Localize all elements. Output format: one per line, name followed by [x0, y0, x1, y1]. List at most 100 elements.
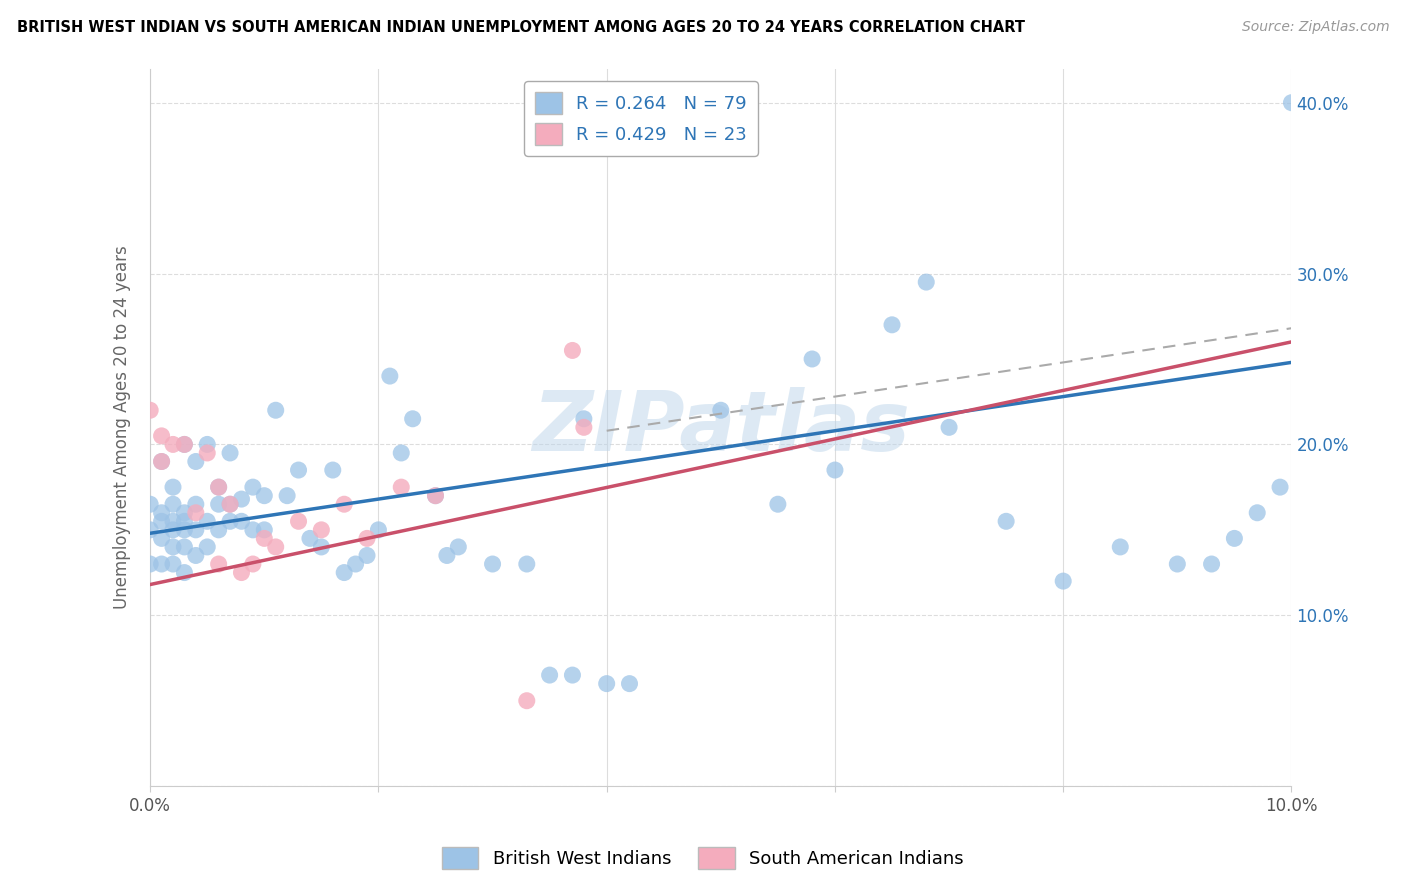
Point [162, 437, 184, 451]
Point [389, 480, 412, 494]
Point [208, 557, 231, 571]
Point [1052, 574, 1074, 588]
Point [219, 446, 242, 460]
Point [287, 514, 309, 528]
Legend: British West Indians, South American Indians: British West Indians, South American Ind… [434, 839, 972, 876]
Point [231, 566, 253, 580]
Point [378, 369, 401, 384]
Point [425, 489, 447, 503]
Text: ZIPatlas: ZIPatlas [531, 387, 910, 467]
Point [253, 489, 276, 503]
Point [264, 540, 287, 554]
Point [195, 540, 218, 554]
Point [242, 480, 264, 494]
Point [173, 506, 195, 520]
Point [356, 532, 378, 546]
Point [915, 275, 938, 289]
Point [162, 480, 184, 494]
Point [195, 437, 218, 451]
Point [1246, 506, 1268, 520]
Point [150, 514, 173, 528]
Point [242, 557, 264, 571]
Point [710, 403, 733, 417]
Point [139, 557, 162, 571]
Point [150, 506, 173, 520]
Point [150, 454, 173, 468]
Point [162, 497, 184, 511]
Point [766, 497, 789, 511]
Point [184, 506, 207, 520]
Point [630, 129, 652, 144]
Point [801, 351, 824, 366]
Point [572, 411, 595, 425]
Point [184, 497, 207, 511]
Point [173, 540, 195, 554]
Point [1268, 480, 1291, 494]
Point [1223, 532, 1246, 546]
Point [184, 523, 207, 537]
Point [253, 523, 276, 537]
Point [139, 497, 162, 511]
Point [276, 489, 298, 503]
Point [389, 446, 412, 460]
Point [1166, 557, 1188, 571]
Point [242, 523, 264, 537]
Point [162, 523, 184, 537]
Point [208, 480, 231, 494]
Point [219, 497, 242, 511]
Text: Source: ZipAtlas.com: Source: ZipAtlas.com [1241, 20, 1389, 34]
Point [139, 403, 162, 417]
Point [322, 463, 344, 477]
Point [538, 668, 561, 682]
Legend: R = 0.264   N = 79, R = 0.429   N = 23: R = 0.264 N = 79, R = 0.429 N = 23 [524, 81, 758, 156]
Point [231, 514, 253, 528]
Point [595, 676, 617, 690]
Point [162, 557, 184, 571]
Point [447, 540, 470, 554]
Point [1201, 557, 1223, 571]
Point [173, 523, 195, 537]
Point [561, 343, 583, 358]
Point [150, 454, 173, 468]
Point [184, 454, 207, 468]
Point [311, 523, 333, 537]
Point [173, 514, 195, 528]
Point [150, 429, 173, 443]
Point [481, 557, 503, 571]
Point [162, 514, 184, 528]
Point [880, 318, 903, 332]
Point [402, 411, 425, 425]
Point [173, 566, 195, 580]
Point [333, 566, 356, 580]
Point [150, 532, 173, 546]
Point [516, 694, 538, 708]
Point [219, 514, 242, 528]
Point [150, 557, 173, 571]
Point [264, 403, 287, 417]
Point [231, 492, 253, 507]
Point [425, 489, 447, 503]
Point [208, 480, 231, 494]
Point [1281, 95, 1303, 110]
Text: BRITISH WEST INDIAN VS SOUTH AMERICAN INDIAN UNEMPLOYMENT AMONG AGES 20 TO 24 YE: BRITISH WEST INDIAN VS SOUTH AMERICAN IN… [17, 20, 1025, 35]
Point [356, 549, 378, 563]
Point [184, 549, 207, 563]
Point [572, 420, 595, 434]
Point [195, 514, 218, 528]
Point [162, 540, 184, 554]
Point [516, 557, 538, 571]
Point [253, 532, 276, 546]
Point [195, 446, 218, 460]
Point [219, 497, 242, 511]
Point [311, 540, 333, 554]
Point [344, 557, 367, 571]
Point [561, 668, 583, 682]
Point [333, 497, 356, 511]
Point [938, 420, 960, 434]
Point [995, 514, 1018, 528]
Point [139, 523, 162, 537]
Point [619, 676, 641, 690]
Point [208, 523, 231, 537]
Y-axis label: Unemployment Among Ages 20 to 24 years: Unemployment Among Ages 20 to 24 years [114, 245, 131, 609]
Point [824, 463, 846, 477]
